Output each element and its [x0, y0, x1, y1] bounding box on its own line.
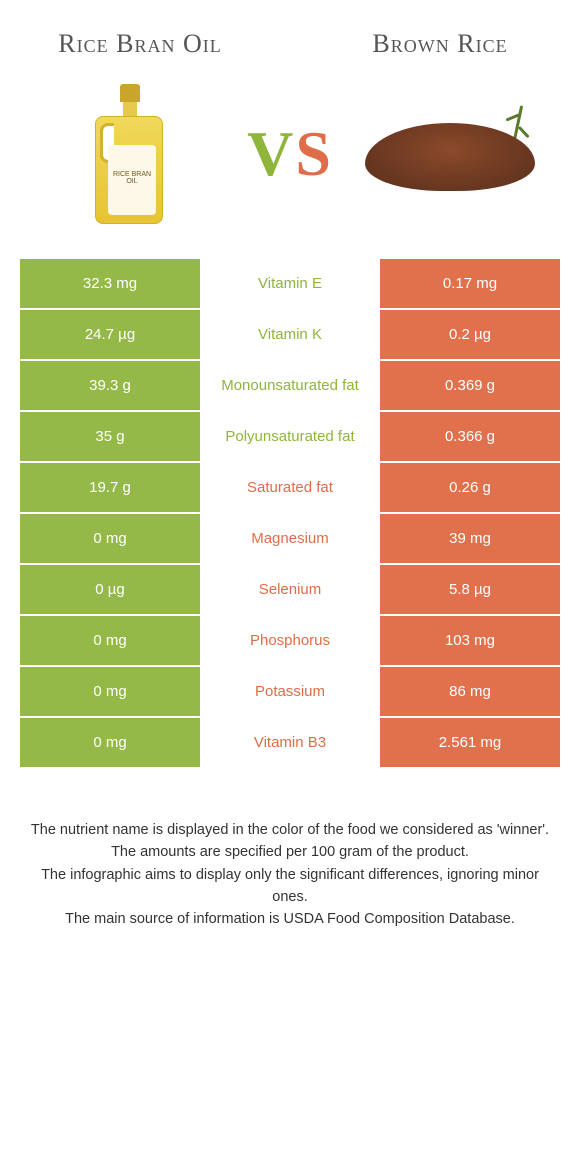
- header-images-row: RICE BRAN OIL VS: [0, 69, 580, 259]
- right-value-cell: 5.8 µg: [380, 565, 560, 616]
- oil-bottle-icon: RICE BRAN OIL: [95, 84, 165, 224]
- footer-line-3: The infographic aims to display only the…: [30, 864, 550, 909]
- bottle-label-text: RICE BRAN OIL: [108, 145, 156, 215]
- footer-line-2: The amounts are specified per 100 gram o…: [30, 841, 550, 863]
- table-row: 32.3 mgVitamin E0.17 mg: [20, 259, 560, 310]
- vs-s: S: [295, 118, 333, 189]
- right-value-cell: 103 mg: [380, 616, 560, 667]
- table-row: 0 mgPhosphorus103 mg: [20, 616, 560, 667]
- nutrient-name-cell: Polyunsaturated fat: [200, 412, 380, 463]
- table-row: 35 gPolyunsaturated fat0.366 g: [20, 412, 560, 463]
- right-food-image: [360, 79, 540, 229]
- left-food-title: Rice Bran Oil: [40, 30, 240, 59]
- left-value-cell: 19.7 g: [20, 463, 200, 514]
- left-value-cell: 0 mg: [20, 667, 200, 718]
- vs-label: VS: [247, 117, 333, 191]
- nutrient-name-cell: Saturated fat: [200, 463, 380, 514]
- right-value-cell: 0.366 g: [380, 412, 560, 463]
- right-value-cell: 0.369 g: [380, 361, 560, 412]
- left-value-cell: 0 mg: [20, 616, 200, 667]
- table-row: 0 mgPotassium86 mg: [20, 667, 560, 718]
- left-value-cell: 0 µg: [20, 565, 200, 616]
- table-row: 0 mgVitamin B32.561 mg: [20, 718, 560, 769]
- right-value-cell: 0.17 mg: [380, 259, 560, 310]
- nutrient-name-cell: Potassium: [200, 667, 380, 718]
- right-value-cell: 86 mg: [380, 667, 560, 718]
- footer-line-4: The main source of information is USDA F…: [30, 908, 550, 930]
- nutrient-name-cell: Vitamin E: [200, 259, 380, 310]
- header-titles: Rice Bran Oil Brown Rice: [0, 0, 580, 69]
- nutrient-name-cell: Phosphorus: [200, 616, 380, 667]
- footer-line-1: The nutrient name is displayed in the co…: [30, 819, 550, 841]
- left-value-cell: 0 mg: [20, 514, 200, 565]
- left-food-image: RICE BRAN OIL: [40, 79, 220, 229]
- nutrient-name-cell: Magnesium: [200, 514, 380, 565]
- right-value-cell: 39 mg: [380, 514, 560, 565]
- left-value-cell: 39.3 g: [20, 361, 200, 412]
- nutrient-name-cell: Monounsaturated fat: [200, 361, 380, 412]
- nutrient-name-cell: Vitamin B3: [200, 718, 380, 769]
- right-value-cell: 0.2 µg: [380, 310, 560, 361]
- right-value-cell: 0.26 g: [380, 463, 560, 514]
- nutrient-comparison-table: 32.3 mgVitamin E0.17 mg24.7 µgVitamin K0…: [20, 259, 560, 769]
- table-row: 0 µgSelenium5.8 µg: [20, 565, 560, 616]
- nutrient-name-cell: Vitamin K: [200, 310, 380, 361]
- table-row: 39.3 gMonounsaturated fat0.369 g: [20, 361, 560, 412]
- brown-rice-icon: [365, 109, 535, 199]
- vs-v: V: [247, 118, 295, 189]
- table-row: 0 mgMagnesium39 mg: [20, 514, 560, 565]
- left-value-cell: 0 mg: [20, 718, 200, 769]
- infographic-container: Rice Bran Oil Brown Rice RICE BRAN OIL V…: [0, 0, 580, 931]
- left-value-cell: 24.7 µg: [20, 310, 200, 361]
- left-value-cell: 32.3 mg: [20, 259, 200, 310]
- right-food-title: Brown Rice: [340, 30, 540, 59]
- table-row: 19.7 gSaturated fat0.26 g: [20, 463, 560, 514]
- right-value-cell: 2.561 mg: [380, 718, 560, 769]
- left-value-cell: 35 g: [20, 412, 200, 463]
- footer-notes: The nutrient name is displayed in the co…: [0, 769, 580, 931]
- table-row: 24.7 µgVitamin K0.2 µg: [20, 310, 560, 361]
- nutrient-name-cell: Selenium: [200, 565, 380, 616]
